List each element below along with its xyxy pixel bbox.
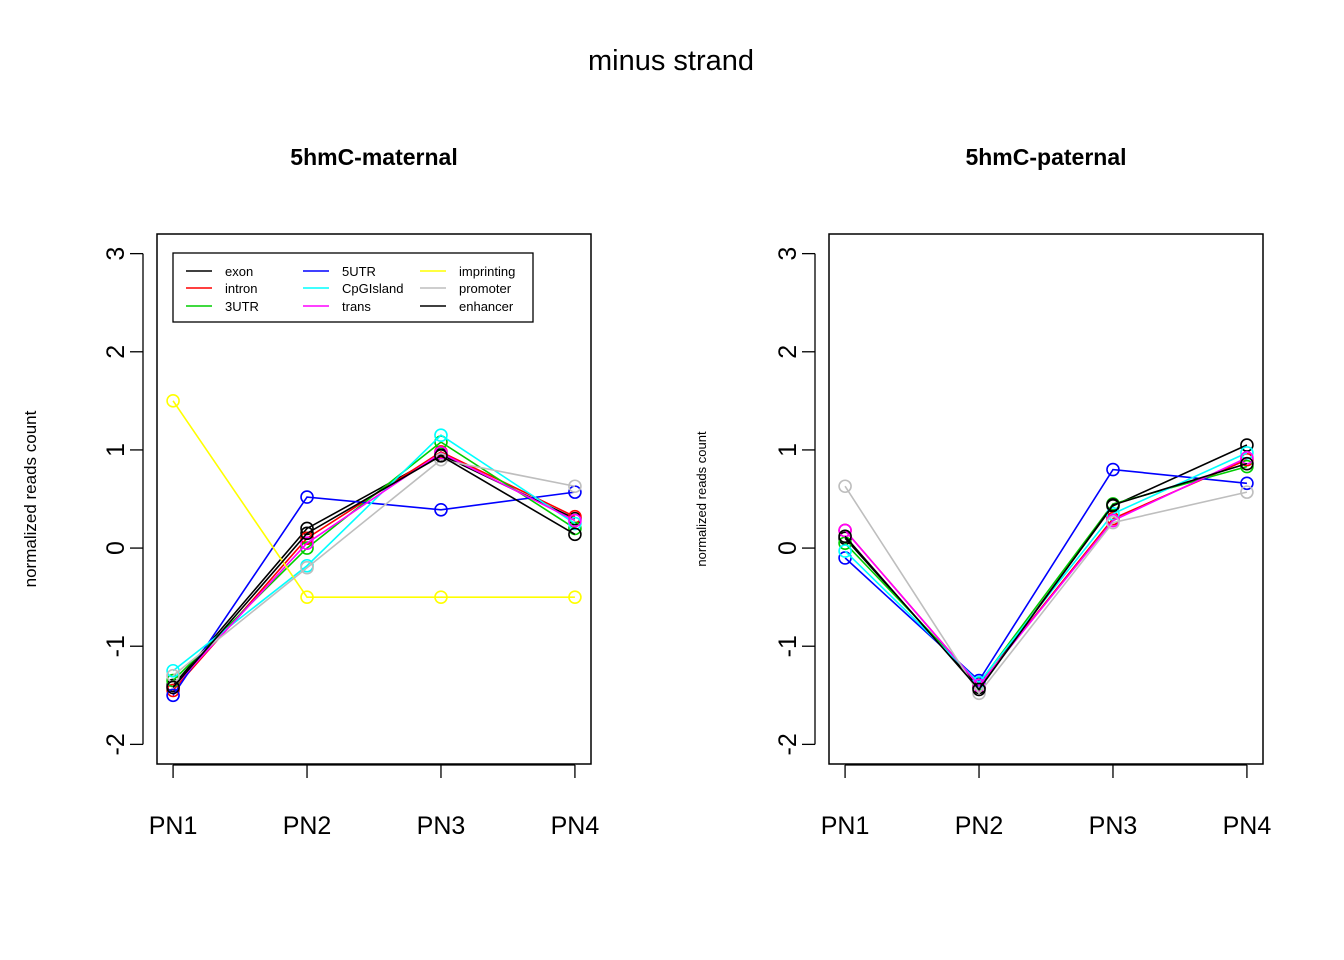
chart-title: 5hmC-paternal — [965, 144, 1126, 170]
y-tick-label: -1 — [774, 635, 802, 657]
data-point-promoter — [838, 479, 852, 494]
y-tick-label: -2 — [102, 733, 130, 755]
series-line-enhancer — [172, 454, 576, 688]
data-point-imprinting — [434, 590, 448, 604]
series-line-5utr — [844, 468, 1248, 682]
y-tick-label: 1 — [774, 443, 802, 457]
chart-panel-2: 5hmC-paternal -2 -1 0 1 2 3 normalized reads co… — [694, 144, 1271, 840]
series-line-imprinting — [172, 400, 575, 598]
series-line-promoter — [172, 458, 576, 677]
data-point-promoter — [300, 560, 314, 575]
series-enhancer — [838, 456, 1254, 697]
series-line-trans — [172, 451, 576, 688]
x-tick-label: PN3 — [417, 812, 466, 840]
data-point-promoter — [568, 479, 582, 494]
y-axis-label: normalized reads count — [21, 410, 40, 587]
plot-frame — [156, 233, 592, 765]
legend-label-intron: intron — [225, 281, 258, 296]
legend-box — [172, 252, 534, 323]
plot-frame — [828, 233, 1264, 765]
data-point-enhancer — [300, 526, 314, 541]
series-group — [166, 394, 582, 703]
series-line-trans — [844, 457, 1248, 687]
legend-label-exon: exon — [225, 264, 253, 279]
data-point-5utr — [1240, 476, 1254, 491]
y-tick-label: 0 — [774, 541, 802, 555]
data-point-enhancer — [568, 527, 582, 542]
x-tick-label: PN1 — [149, 812, 198, 840]
series-imprinting — [166, 394, 582, 604]
x-tick-label: PN3 — [1089, 812, 1138, 840]
data-point-enhancer — [972, 682, 986, 697]
data-point-promoter — [1106, 515, 1120, 530]
data-point-5utr — [166, 688, 180, 703]
data-point-trans — [568, 513, 582, 528]
legend-label-cpgisland: CpGIsland — [342, 281, 403, 296]
data-point-5utr — [434, 502, 448, 517]
panels: 5hmC-maternal -2 -1 0 1 2 3 normalized reads co… — [21, 144, 1271, 840]
y-tick-label: -2 — [774, 733, 802, 755]
data-point-enhancer — [166, 680, 180, 695]
data-point-imprinting — [166, 394, 180, 408]
x-tick-label: PN2 — [283, 812, 332, 840]
y-tick-label: 3 — [102, 247, 130, 261]
series-promoter — [838, 479, 1254, 701]
series-line-cpgisland — [172, 434, 576, 672]
data-point-cpgisland — [838, 544, 852, 558]
x-tick-label: PN2 — [955, 812, 1004, 840]
y-tick-label: -1 — [102, 635, 130, 657]
data-point-cpgisland — [1240, 446, 1254, 460]
data-point-enhancer — [1240, 456, 1254, 471]
data-point-enhancer — [434, 449, 448, 463]
legend-label-promoter: promoter — [459, 281, 512, 296]
legend-label-enhancer: enhancer — [459, 299, 514, 314]
y-axis: -2 -1 0 1 2 3 — [102, 247, 144, 755]
legend-label-5utr: 5UTR — [342, 264, 376, 279]
x-axis: PN1 PN2 PN3 PN4 — [149, 764, 600, 840]
y-tick-label: 2 — [102, 345, 130, 359]
data-point-3utr — [568, 521, 582, 536]
legend-label-3utr: 3UTR — [225, 299, 259, 314]
data-point-5utr — [300, 490, 314, 504]
series-enhancer — [166, 449, 582, 695]
data-point-enhancer — [838, 529, 852, 544]
data-point-imprinting — [300, 590, 314, 604]
data-point-cpgisland — [434, 428, 448, 443]
figure-title: minus strand — [588, 45, 754, 77]
legend-label-imprinting: imprinting — [459, 264, 515, 279]
x-tick-label: PN4 — [551, 812, 600, 840]
chart-title: 5hmC-maternal — [290, 144, 457, 170]
data-point-promoter — [1240, 485, 1254, 499]
series-line-promoter — [844, 485, 1248, 695]
series-line-5utr — [172, 491, 576, 696]
data-point-promoter — [972, 686, 986, 701]
legend: exon intron 3UTR 5UTR CpGIsland trans imprinti… — [172, 252, 534, 323]
chart-panel-1: 5hmC-maternal -2 -1 0 1 2 3 normalized reads co… — [21, 144, 599, 840]
legend-label-trans: trans — [342, 299, 371, 314]
y-tick-label: 2 — [774, 345, 802, 359]
data-point-imprinting — [568, 590, 582, 604]
data-point-trans — [300, 536, 314, 550]
data-point-3utr — [300, 541, 314, 555]
y-axis-label: normalized reads count — [694, 431, 709, 567]
y-tick-label: 0 — [102, 541, 130, 555]
data-point-enhancer — [1106, 498, 1120, 512]
series-line-enhancer — [844, 462, 1248, 691]
x-tick-label: PN4 — [1223, 812, 1272, 840]
y-axis: -2 -1 0 1 2 3 — [774, 247, 816, 755]
x-tick-label: PN1 — [821, 812, 870, 840]
y-tick-label: 3 — [774, 247, 802, 261]
x-axis: PN1 PN2 PN3 PN4 — [821, 764, 1272, 840]
y-tick-label: 1 — [102, 443, 130, 457]
data-point-5utr — [1106, 462, 1120, 477]
series-group — [838, 438, 1254, 701]
